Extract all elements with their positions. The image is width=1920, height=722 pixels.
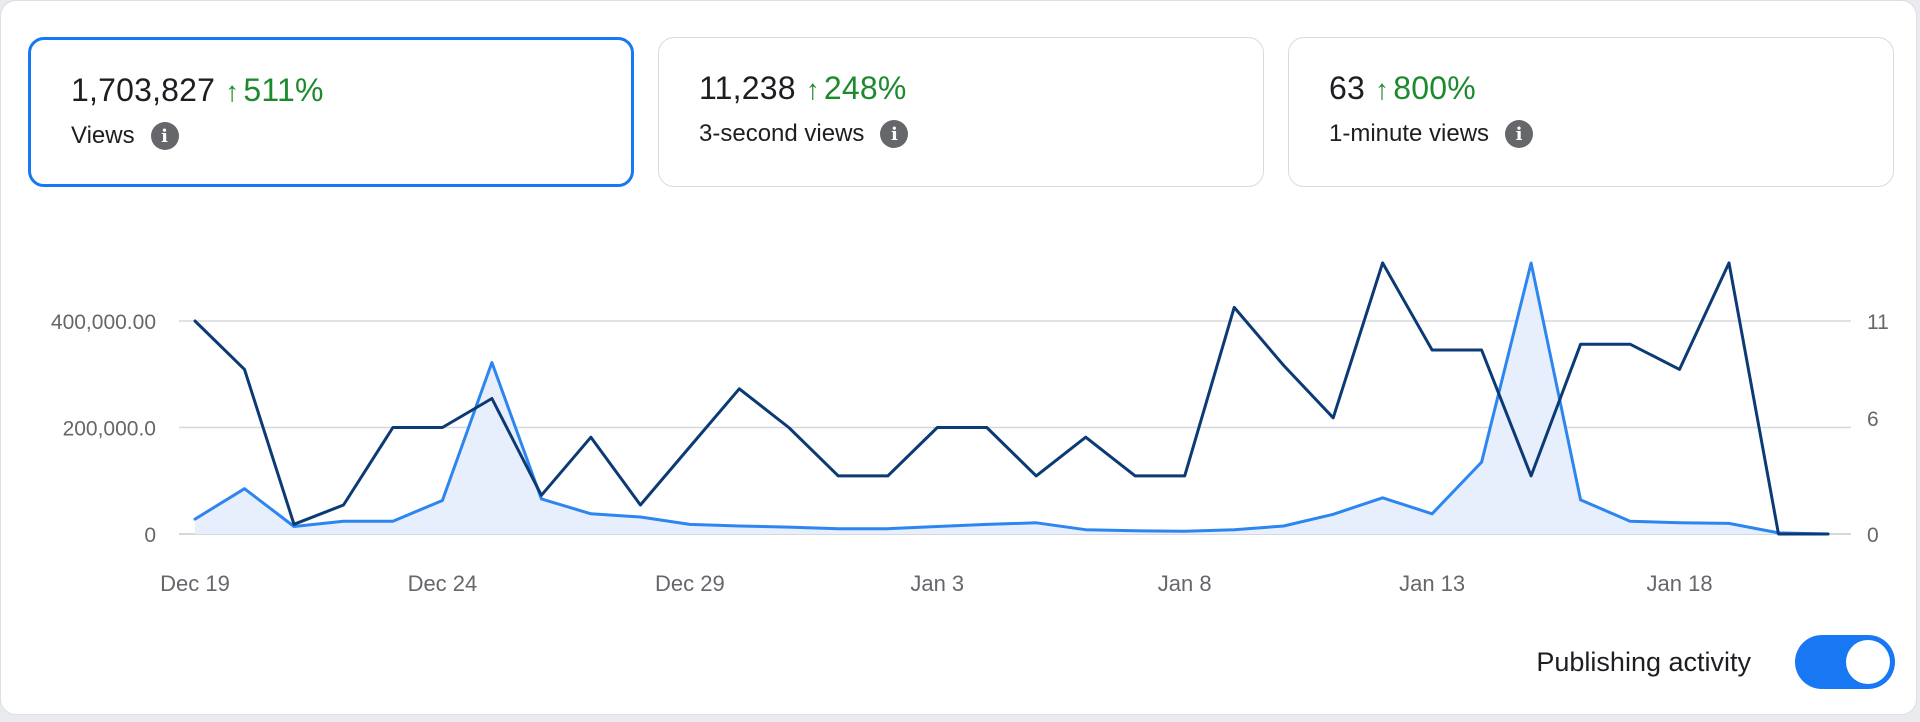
metric-1m-value-row: 63 ↑ 800% xyxy=(1329,70,1476,107)
views-area-fill xyxy=(195,263,1828,534)
publishing-activity-label: Publishing activity xyxy=(1536,647,1751,677)
metric-value: 1,703,827 xyxy=(71,72,216,108)
x-tick-label: Jan 8 xyxy=(1158,571,1212,596)
metric-card-1-minute-views[interactable]: 63 ↑ 800% 1-minute views i xyxy=(1288,37,1894,187)
x-tick-label: Dec 29 xyxy=(655,571,725,596)
y-tick-label-right: 6 xyxy=(1867,408,1879,431)
y-tick-label-left: 0 xyxy=(144,524,156,547)
metric-label: 1-minute views xyxy=(1329,120,1490,147)
metric-label-row: 1-minute views i xyxy=(1329,120,1534,148)
metric-label-row: 3-second views i xyxy=(699,120,909,148)
up-arrow-icon: ↑ xyxy=(805,74,820,105)
x-tick-label: Jan 3 xyxy=(910,571,964,596)
x-tick-label: Jan 13 xyxy=(1399,571,1465,596)
metric-label: 3-second views xyxy=(699,120,865,147)
metric-change: 800% xyxy=(1393,70,1476,106)
views-line-chart: 0 200,000.0 400,000.00 0 6 11 Dec 19 Dec 24 Dec … xyxy=(51,261,1889,596)
metric-value: 11,238 xyxy=(699,70,796,106)
x-tick-label: Jan 18 xyxy=(1647,571,1713,596)
metric-views-value-row: 1,703,827 ↑ 511% xyxy=(71,72,324,109)
metric-change: 511% xyxy=(243,72,324,108)
views-series-line xyxy=(193,261,1830,536)
toggle-knob xyxy=(1846,640,1890,684)
x-tick-label: Dec 19 xyxy=(160,571,230,596)
metric-card-views[interactable]: 1,703,827 ↑ 511% Views i xyxy=(28,37,634,187)
y-tick-label-right: 0 xyxy=(1867,524,1879,547)
metric-change: 248% xyxy=(823,70,907,106)
metric-value: 63 xyxy=(1329,70,1365,106)
info-icon[interactable]: i xyxy=(1505,120,1534,148)
info-icon[interactable]: i xyxy=(150,122,179,150)
metric-3s-value-row: 11,238 ↑ 248% xyxy=(699,70,907,107)
metric-label: Views xyxy=(71,122,135,149)
metric-label-row: Views i xyxy=(71,122,179,150)
x-tick-label: Dec 24 xyxy=(408,571,478,596)
publishing-activity-toggle[interactable] xyxy=(1795,635,1895,689)
up-arrow-icon: ↑ xyxy=(225,76,240,107)
y-tick-label-right: 11 xyxy=(1867,311,1889,334)
y-tick-label-left: 400,000.00 xyxy=(51,311,156,334)
up-arrow-icon: ↑ xyxy=(1375,74,1390,105)
y-tick-label-left: 200,000.0 xyxy=(63,418,156,441)
metric-card-3-second-views[interactable]: 11,238 ↑ 248% 3-second views i xyxy=(658,37,1264,187)
info-icon[interactable]: i xyxy=(880,120,909,148)
publishing-series-line xyxy=(193,261,1830,536)
